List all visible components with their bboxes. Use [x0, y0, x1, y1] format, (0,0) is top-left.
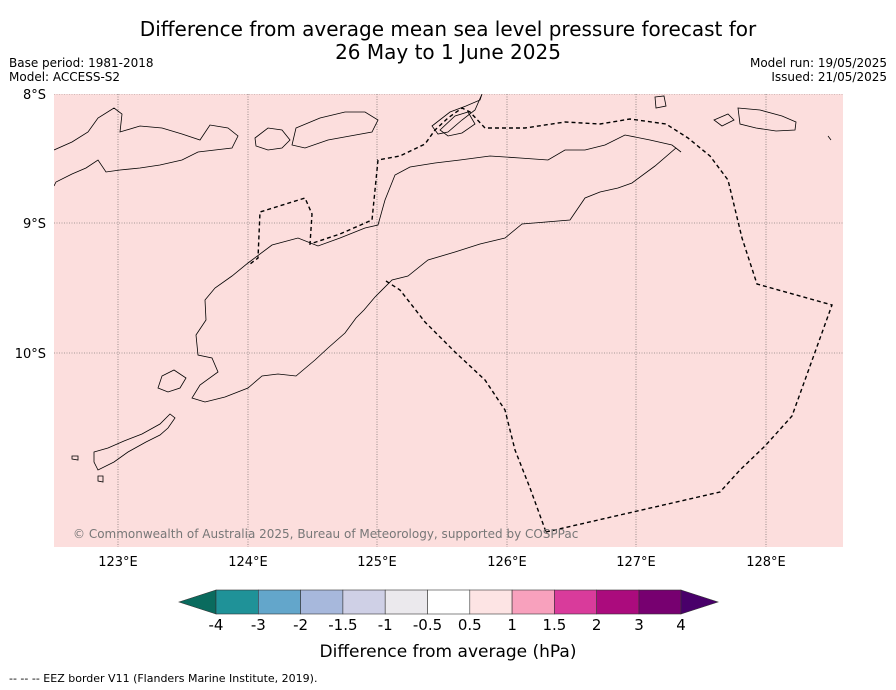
colorbar-tick-label: 2: [592, 616, 602, 634]
model-run: Model run: 19/05/2025: [749, 56, 887, 70]
islet-east-3: [737, 107, 797, 132]
semau-island-coast: [157, 369, 187, 393]
colorbar-segment: [257, 589, 301, 615]
timor-island-coast: [191, 134, 682, 403]
eez-main-boundary: [249, 107, 833, 533]
eez-footer-note: -- -- -- EEZ border V11 (Flanders Marine…: [9, 672, 318, 685]
alor-island-coast: [291, 111, 379, 149]
colorbar: -4 -3 -2 -1.5 -1 -0.5 0.5 1 1.5 2 3 4 Di…: [178, 589, 719, 662]
title-line-1: Difference from average mean sea level p…: [139, 17, 757, 41]
graticule: [54, 94, 843, 547]
eez-inner-boundary: [385, 280, 547, 533]
coastlines: [54, 94, 832, 483]
colorbar-tick-label: -3: [251, 616, 266, 634]
islet-east-1: [654, 95, 667, 109]
map-title: Difference from average mean sea level p…: [0, 18, 896, 64]
colorbar-left-extension: [178, 589, 217, 615]
colorbar-segment: [215, 589, 259, 615]
map-content: © Commonwealth of Australia 2025, Bureau…: [54, 94, 843, 547]
flores-alor-coast: [54, 107, 239, 187]
colorbar-title: Difference from average (hPa): [320, 642, 577, 662]
colorbar-segment: [342, 589, 386, 615]
colorbar-tick-label: 0.5: [458, 616, 482, 634]
colorbar-right-extension: [680, 589, 719, 615]
lon-label-124e: 124°E: [228, 555, 268, 570]
title-line-2: 26 May to 1 June 2025: [335, 40, 561, 64]
lat-label-9s: 9°S: [23, 217, 46, 232]
colorbar-segment: [554, 589, 598, 615]
colorbar-segment: [596, 589, 640, 615]
colorbar-segment: [427, 589, 471, 615]
lat-label-10s: 10°S: [15, 347, 46, 362]
ndao-island-coast: [71, 455, 79, 461]
small-islet-coast: [97, 475, 104, 483]
wetar-island-coast: [431, 94, 483, 135]
meta-right: Model run: 19/05/2025 Issued: 21/05/2025: [750, 56, 887, 84]
lon-label-125e: 125°E: [357, 555, 397, 570]
rote-island-coast: [93, 413, 176, 471]
colorbar-segment: [384, 589, 428, 615]
colorbar-tick-label: -0.5: [413, 616, 442, 634]
colorbar-tick-label: -2: [293, 616, 308, 634]
map-panel: [54, 94, 843, 547]
colorbar-tick-label: -1.5: [328, 616, 357, 634]
colorbar-segment: [638, 589, 682, 615]
atauro-island-coast: [439, 111, 476, 137]
colorbar-tick-label: 1: [507, 616, 517, 634]
eez-border: [249, 107, 833, 533]
lat-label-8s: 8°S: [23, 88, 46, 103]
lon-label-123e: 123°E: [98, 555, 138, 570]
colorbar-tick-label: 4: [676, 616, 686, 634]
colorbar-tick-label: -4: [209, 616, 224, 634]
meta-left: Base period: 1981-2018 Model: ACCESS-S2: [9, 56, 154, 84]
issued-date: Issued: 21/05/2025: [771, 70, 887, 84]
lon-label-127e: 127°E: [616, 555, 656, 570]
lat-axis: 8°S 9°S 10°S: [15, 88, 46, 362]
colorbar-tick-label: 3: [634, 616, 644, 634]
model-name: Model: ACCESS-S2: [9, 70, 121, 84]
islet-east-4: [827, 135, 832, 141]
colorbar-segment: [300, 589, 344, 615]
pantar-island-coast: [254, 127, 291, 151]
colorbar-segment: [469, 589, 513, 615]
lon-label-126e: 126°E: [487, 555, 527, 570]
base-period: Base period: 1981-2018: [9, 56, 154, 70]
islet-east-2: [713, 113, 735, 127]
colorbar-segment: [511, 589, 555, 615]
lon-label-128e: 128°E: [746, 555, 786, 570]
colorbar-tick-label: 1.5: [542, 616, 566, 634]
copyright-text: © Commonwealth of Australia 2025, Bureau…: [73, 527, 578, 541]
colorbar-tick-label: -1: [378, 616, 393, 634]
lon-axis: 123°E 124°E 125°E 126°E 127°E 128°E: [98, 555, 786, 570]
